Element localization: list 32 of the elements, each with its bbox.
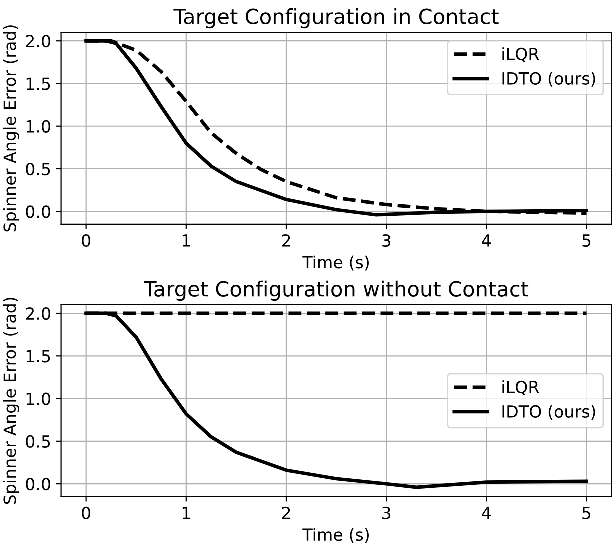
y-axis-title: Spinner Angle Error (rad) bbox=[3, 298, 20, 504]
y-tick-label: 0.5 bbox=[26, 162, 50, 176]
legend-label: IDTO (ours) bbox=[502, 405, 596, 420]
y-tick-label: 1.5 bbox=[26, 350, 50, 363]
y-tick-label: 1.0 bbox=[26, 120, 50, 133]
y-tick-label: 0.0 bbox=[26, 206, 50, 218]
y-tick-label: 1.0 bbox=[26, 392, 50, 406]
x-tick-label: 1 bbox=[182, 507, 190, 520]
x-tick-label: 5 bbox=[582, 234, 591, 248]
y-tick-label: 0.0 bbox=[26, 478, 50, 491]
chart-title: Target Configuration without Contact bbox=[144, 280, 529, 301]
y-axis-title: Spinner Angle Error (rad) bbox=[3, 26, 20, 232]
x-tick-label: 1 bbox=[182, 234, 190, 247]
x-tick-label: 3 bbox=[382, 506, 391, 520]
x-tick-label: 4 bbox=[482, 234, 492, 247]
y-tick-label: 2.0 bbox=[26, 307, 50, 320]
x-tick-label: 3 bbox=[382, 234, 391, 248]
x-tick-label: 4 bbox=[482, 507, 492, 520]
legend-label: IDTO (ours) bbox=[502, 72, 596, 87]
chart-title: Target Configuration in Contact bbox=[174, 8, 499, 29]
legend-label: iLQR bbox=[502, 48, 540, 62]
x-axis-title: Time (s) bbox=[302, 256, 369, 271]
x-tick-label: 2 bbox=[282, 506, 290, 520]
x-axis-title: Time (s) bbox=[302, 528, 369, 543]
y-tick-label: 1.5 bbox=[26, 78, 50, 90]
y-tick-label: 2.0 bbox=[26, 35, 50, 48]
x-tick-label: 5 bbox=[582, 507, 591, 520]
x-tick-label: 0 bbox=[82, 506, 91, 520]
legend-label: iLQR bbox=[502, 380, 540, 396]
x-tick-label: 2 bbox=[282, 234, 290, 247]
y-tick-label: 0.5 bbox=[26, 435, 50, 448]
x-tick-label: 0 bbox=[82, 234, 91, 248]
